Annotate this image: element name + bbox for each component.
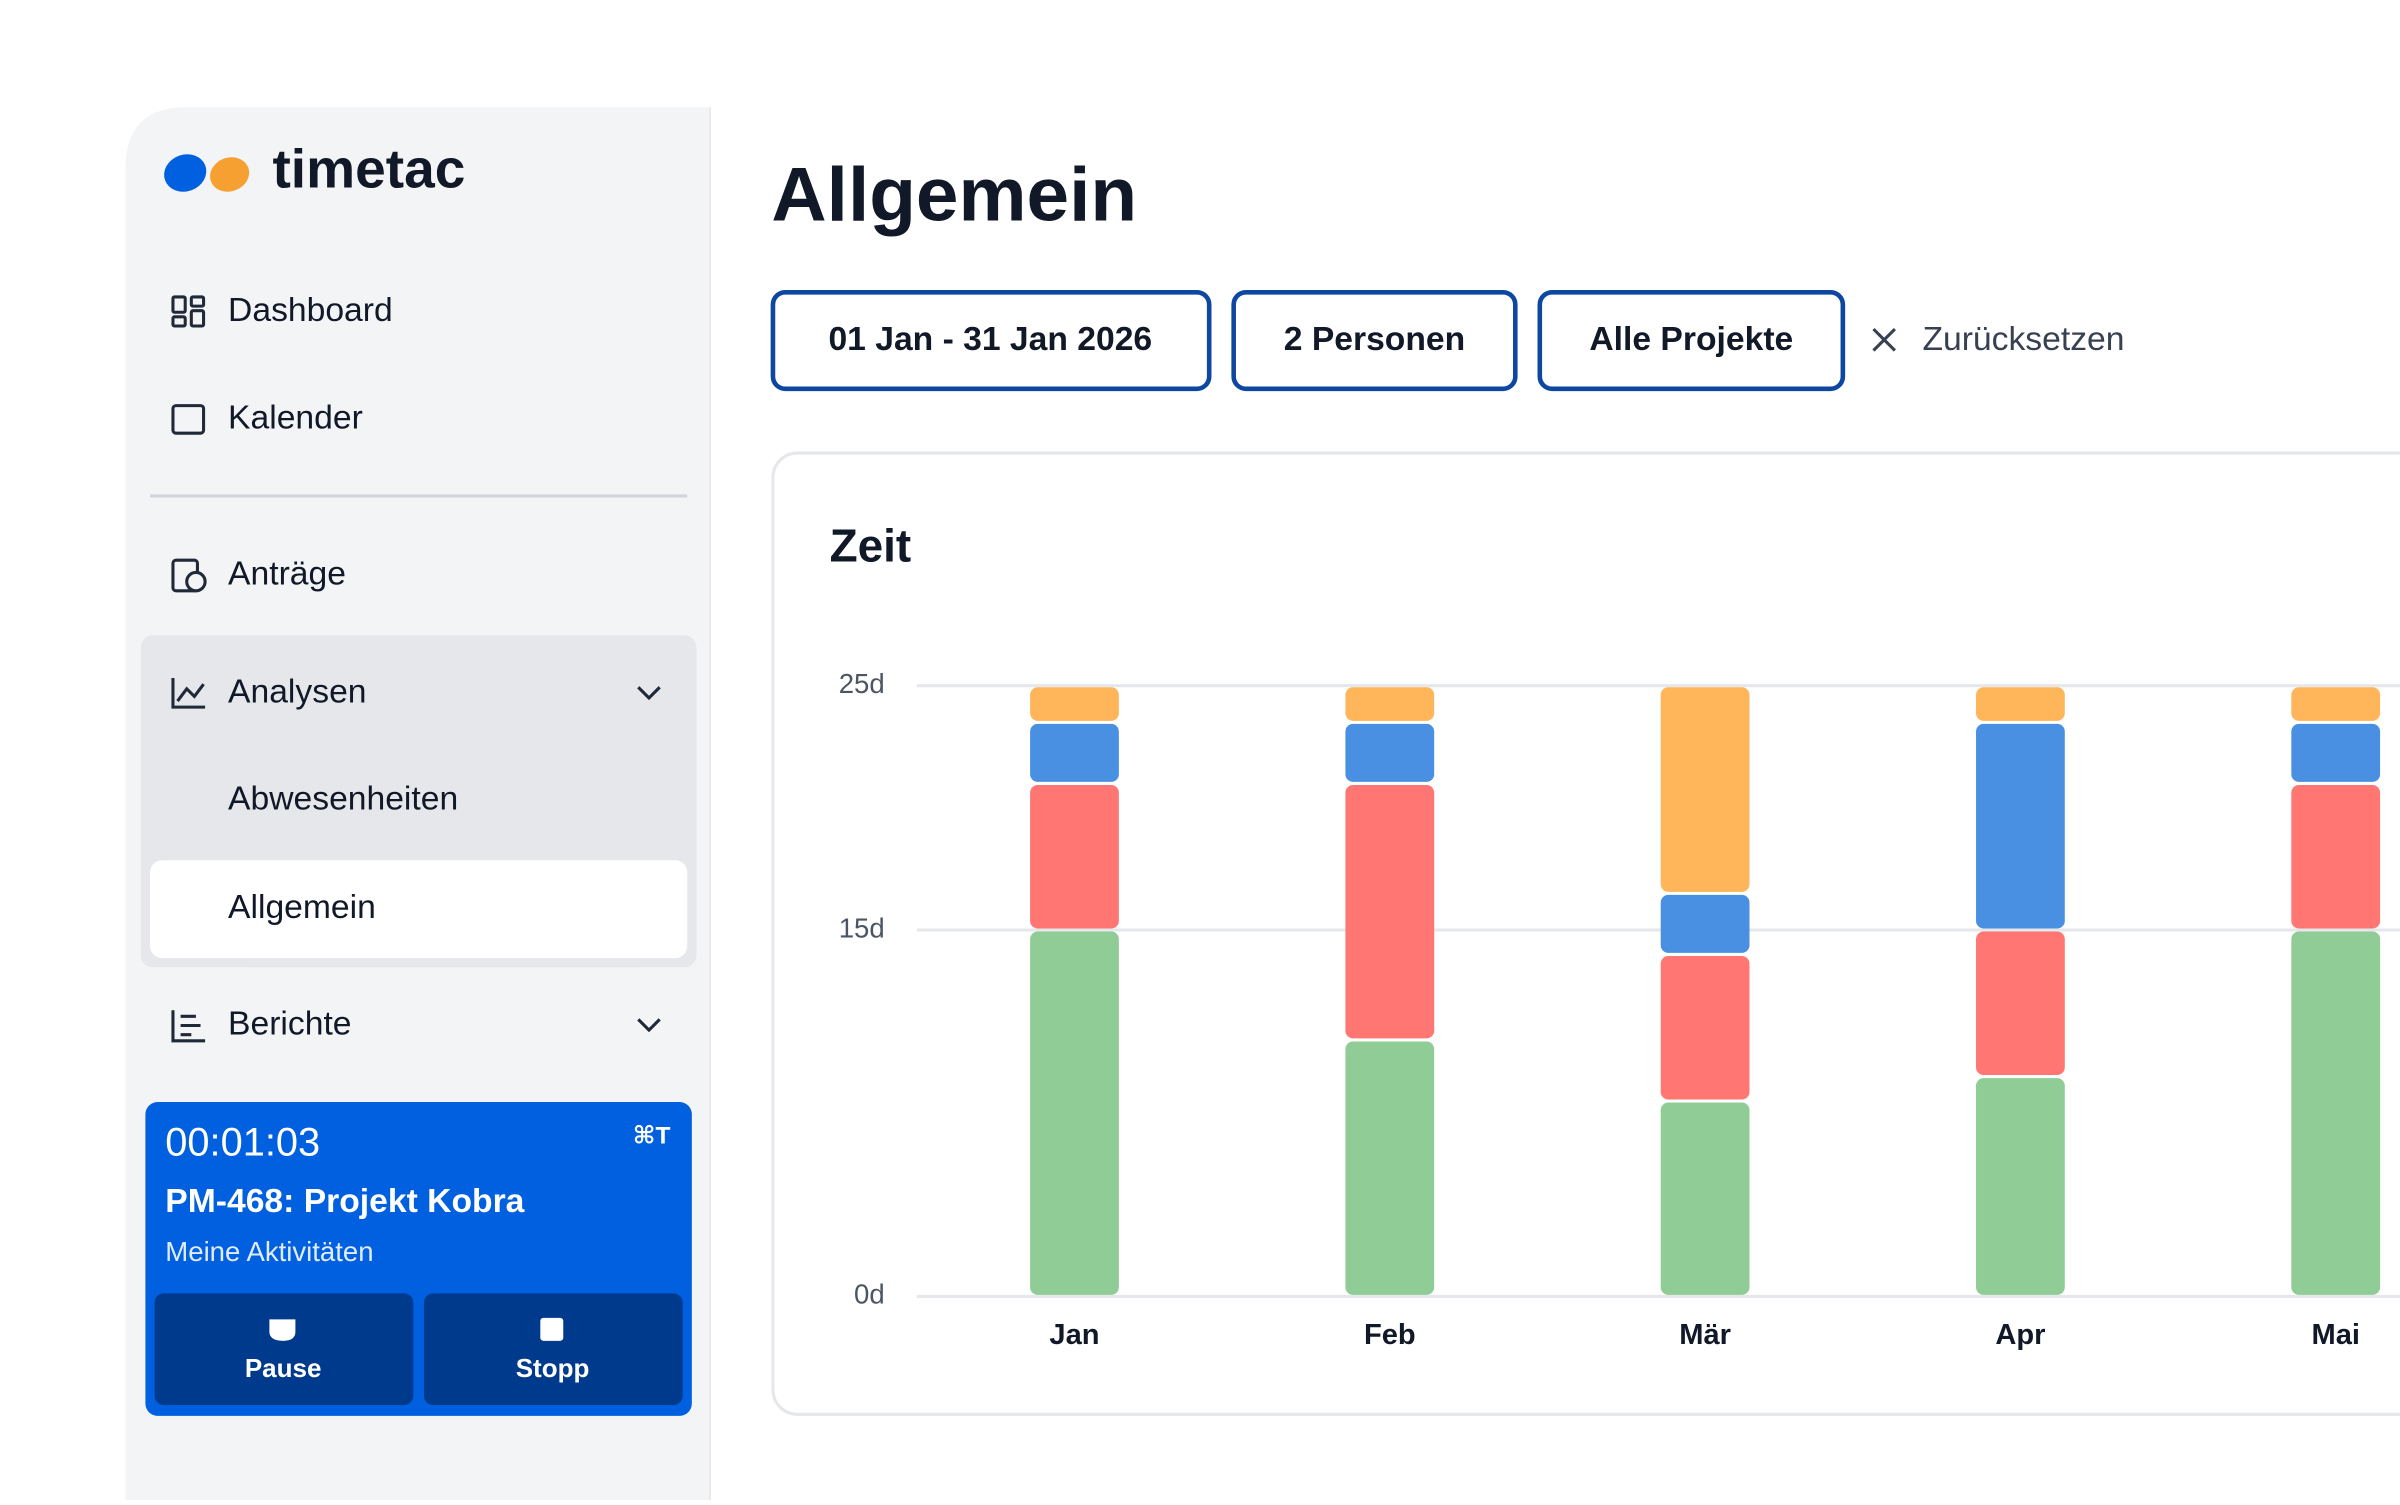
bar-segment bbox=[1345, 1041, 1435, 1295]
brand: timetac bbox=[272, 138, 465, 200]
icon-requests bbox=[185, 570, 207, 593]
chevron[interactable] bbox=[637, 686, 661, 701]
icon-dashboard bbox=[171, 295, 187, 314]
pause-label[interactable]: Pause bbox=[245, 1353, 322, 1383]
x-tick-label: Mär bbox=[1679, 1319, 1731, 1351]
nav-item[interactable]: Allgemein bbox=[228, 889, 376, 926]
nav-item[interactable]: Anträge bbox=[228, 555, 346, 592]
bar-segment bbox=[2291, 723, 2381, 782]
timer-subtitle: Meine Aktivitäten bbox=[165, 1236, 373, 1267]
bar-segment bbox=[1660, 955, 1750, 1100]
icon-stop bbox=[540, 1317, 564, 1341]
stop-button[interactable] bbox=[423, 1293, 683, 1406]
y-tick-label: 0d bbox=[854, 1279, 885, 1310]
bar-segment bbox=[1030, 784, 1119, 929]
x-tick-label: Jan bbox=[1049, 1319, 1099, 1351]
timer-time: 00:01:03 bbox=[165, 1120, 320, 1164]
chevron[interactable] bbox=[637, 1018, 661, 1033]
bar-segment bbox=[1976, 723, 2065, 929]
logo-orange bbox=[210, 157, 250, 192]
chart-title: Zeit bbox=[830, 520, 912, 572]
x-tick-label: Mai bbox=[2311, 1319, 2359, 1351]
filter-button[interactable] bbox=[1231, 290, 1518, 392]
bar-segment bbox=[1030, 723, 1119, 782]
reset-link[interactable]: Zurücksetzen bbox=[1922, 321, 2124, 358]
nav-item[interactable]: Abwesenheiten bbox=[228, 780, 458, 817]
bar-segment bbox=[1345, 687, 1435, 721]
plot: 0d 15d 25d Jan Feb Mär Apr Mai bbox=[839, 668, 2400, 1351]
nav-item[interactable]: Analysen bbox=[228, 673, 366, 710]
bar-segment bbox=[1976, 687, 2065, 721]
icon-analysen bbox=[171, 678, 206, 709]
filter-button[interactable] bbox=[1537, 290, 1846, 392]
icon-reports bbox=[171, 1010, 206, 1043]
bar-segment bbox=[1660, 1102, 1750, 1295]
logo-blue bbox=[164, 154, 207, 192]
page-title: Allgemein bbox=[771, 153, 1137, 238]
nav-item[interactable]: Dashboard bbox=[228, 292, 393, 329]
timer-task: PM-468: Projekt Kobra bbox=[165, 1183, 524, 1220]
stop-label[interactable]: Stopp bbox=[516, 1353, 590, 1383]
nav-active bbox=[150, 860, 688, 959]
bar-segment bbox=[1345, 723, 1435, 782]
timer-shortcut: ⌘T bbox=[633, 1123, 671, 1150]
bar-segment bbox=[1976, 931, 2065, 1076]
bar-segment bbox=[1976, 1078, 2065, 1295]
icon-dashboard bbox=[189, 295, 206, 308]
filter-button[interactable] bbox=[770, 290, 1212, 392]
bar-segment bbox=[1030, 931, 1119, 1295]
icon-calendar bbox=[171, 404, 206, 435]
icon-dashboard bbox=[171, 315, 187, 328]
bar-segment bbox=[2291, 687, 2381, 721]
chart-card bbox=[771, 451, 2400, 1416]
filter-label[interactable]: 01 Jan - 31 Jan 2026 bbox=[828, 321, 1152, 358]
bar-segment bbox=[1345, 784, 1435, 1039]
x-tick-label: Apr bbox=[1995, 1319, 2045, 1351]
bar-segment bbox=[1030, 687, 1119, 721]
icon-pause bbox=[269, 1319, 296, 1341]
y-tick-label: 15d bbox=[839, 912, 885, 943]
filter-label[interactable]: 2 Personen bbox=[1284, 321, 1465, 358]
filter-label[interactable]: Alle Projekte bbox=[1589, 321, 1793, 358]
bar-segment bbox=[2291, 931, 2381, 1295]
nav-item[interactable]: Berichte bbox=[228, 1005, 351, 1042]
bar-segment bbox=[2291, 784, 2381, 929]
icon-close[interactable] bbox=[1872, 327, 1896, 352]
nav-item[interactable]: Kalender bbox=[228, 399, 363, 436]
icon-dashboard bbox=[189, 309, 206, 328]
bar-segment bbox=[1660, 894, 1750, 953]
y-tick-label: 25d bbox=[839, 668, 885, 699]
pause-button[interactable] bbox=[154, 1293, 414, 1406]
bar-segment bbox=[1660, 687, 1750, 892]
x-tick-label: Feb bbox=[1364, 1319, 1416, 1351]
